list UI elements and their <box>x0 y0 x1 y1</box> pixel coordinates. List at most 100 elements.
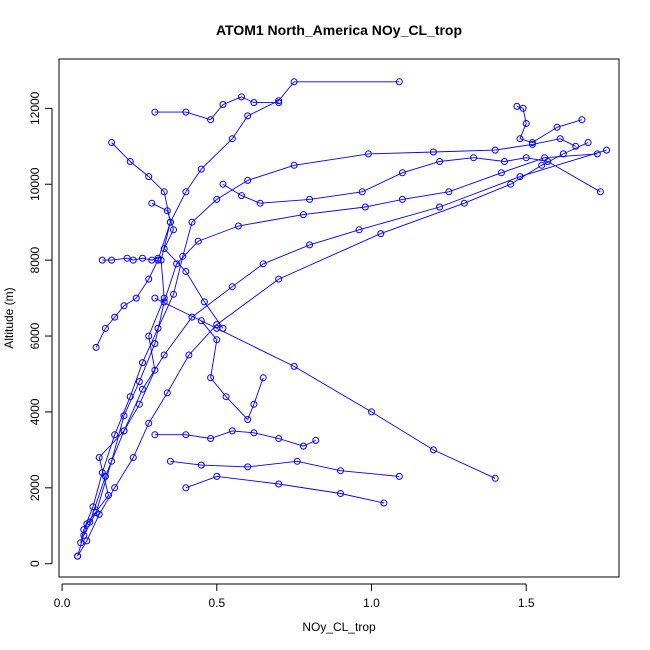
data-point <box>275 275 283 283</box>
data-point <box>151 294 159 302</box>
data-point <box>228 427 236 435</box>
data-point <box>139 359 146 367</box>
data-point <box>148 199 156 207</box>
data-point <box>596 188 604 196</box>
data-point <box>160 298 168 306</box>
data-point <box>194 237 202 245</box>
data-point <box>538 161 546 169</box>
y-tick-label: 2000 <box>28 474 42 501</box>
series-11 <box>197 317 267 423</box>
data-point <box>101 324 109 332</box>
y-tick-label: 4000 <box>28 398 42 425</box>
data-point <box>145 275 153 283</box>
x-axis-label: NOy_CL_trop <box>302 620 376 634</box>
data-point <box>337 467 344 475</box>
series-line <box>151 202 224 329</box>
data-point <box>238 192 245 200</box>
data-point <box>80 531 88 539</box>
data-point <box>173 260 181 268</box>
data-point <box>491 474 499 482</box>
data-point <box>139 254 146 262</box>
data-point <box>197 165 205 173</box>
series-line <box>154 96 279 121</box>
data-point <box>132 294 140 302</box>
data-point <box>145 332 153 340</box>
data-point <box>111 313 119 321</box>
series-9 <box>513 102 586 146</box>
data-point <box>160 245 168 253</box>
data-point <box>578 116 586 124</box>
data-point <box>129 256 137 264</box>
data-point <box>108 256 116 264</box>
data-point <box>429 446 437 454</box>
chart-title: ATOM1 North_America NOy_CL_trop <box>216 22 462 38</box>
data-point <box>364 150 372 158</box>
data-point <box>553 123 561 131</box>
data-point <box>98 256 106 264</box>
data-point <box>238 93 245 101</box>
data-point <box>355 226 363 234</box>
series-line <box>83 153 598 536</box>
y-tick-label: 12000 <box>28 91 42 125</box>
data-point <box>544 158 552 165</box>
data-point <box>445 188 453 196</box>
data-point <box>290 78 298 86</box>
data-point <box>584 139 592 146</box>
data-point <box>522 120 530 127</box>
data-point <box>519 104 527 112</box>
data-point <box>259 260 267 268</box>
data-point <box>213 195 221 203</box>
data-point <box>361 203 369 211</box>
series-layer <box>74 78 611 560</box>
data-point <box>228 283 236 291</box>
series-6 <box>219 154 604 207</box>
data-point <box>145 419 153 427</box>
series-16 <box>98 254 162 264</box>
series-8 <box>151 93 283 124</box>
data-point <box>74 552 82 560</box>
data-point <box>501 158 508 165</box>
data-point <box>86 518 94 526</box>
data-point <box>244 112 252 120</box>
data-point <box>123 254 131 262</box>
x-tick-label: 1.5 <box>518 596 535 610</box>
data-point <box>398 195 406 203</box>
data-point <box>522 154 530 162</box>
data-point <box>299 442 307 450</box>
data-point <box>528 140 536 148</box>
data-point <box>244 463 252 471</box>
series-line <box>102 257 159 261</box>
data-point <box>197 317 205 325</box>
series-line <box>80 138 576 543</box>
data-point <box>179 252 187 260</box>
data-point <box>528 139 536 146</box>
data-point <box>559 150 567 158</box>
data-point <box>89 503 97 511</box>
series-15 <box>151 294 499 482</box>
data-point <box>197 461 205 469</box>
data-point <box>182 431 190 439</box>
data-point <box>222 393 230 401</box>
data-point <box>151 431 159 439</box>
data-point <box>250 400 258 408</box>
data-point <box>120 412 128 420</box>
data-point <box>188 218 196 226</box>
data-point <box>182 268 190 275</box>
x-tick-label: 0.0 <box>54 596 71 610</box>
data-point <box>460 199 468 207</box>
data-point <box>377 230 385 238</box>
series-line <box>516 105 583 143</box>
data-point <box>129 454 137 461</box>
data-point <box>244 176 252 184</box>
data-point <box>337 490 344 497</box>
data-point <box>207 435 215 442</box>
data-point <box>250 429 258 437</box>
data-point <box>395 78 403 86</box>
data-point <box>188 313 196 321</box>
data-point <box>603 146 611 154</box>
data-point <box>207 116 215 124</box>
data-point <box>358 188 366 196</box>
x-tick-label: 1.0 <box>363 596 380 610</box>
data-point <box>185 351 193 359</box>
